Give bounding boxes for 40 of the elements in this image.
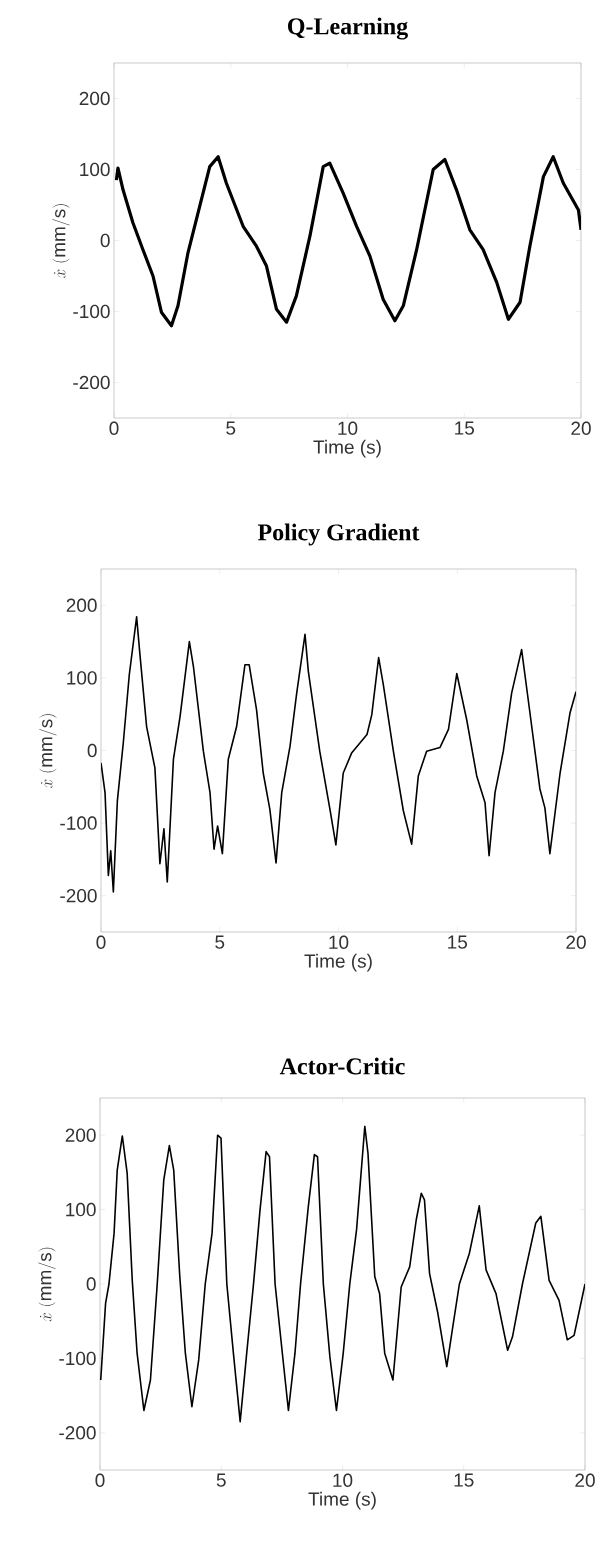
x-tick-label: 20 [566, 935, 586, 949]
y-tick-label: 100 [80, 162, 110, 177]
x-axis-title: Time (s) [313, 439, 381, 458]
x-tick-label: 0 [109, 421, 119, 435]
line-series [114, 155, 582, 328]
x-axis-title: Time (s) [308, 1491, 376, 1510]
y-tick-label: -100 [73, 304, 110, 319]
x-tick-label: 10 [338, 421, 358, 435]
y-axis-title: $\dot{x}\ (\mathrm{mm/s})$ [38, 1247, 56, 1322]
y-tick-label: 0 [87, 743, 97, 758]
y-tick-label: -200 [59, 1426, 96, 1440]
y-tick-label: -100 [59, 1351, 96, 1366]
y-tick-label: 100 [66, 1202, 96, 1217]
y-tick-label: 0 [100, 233, 110, 248]
x-tick-label: 20 [571, 421, 591, 435]
y-tick-label: 200 [65, 1128, 96, 1142]
x-tick-label: 10 [329, 935, 349, 949]
line-series [101, 616, 577, 893]
y-tick-label: 200 [66, 598, 97, 613]
line-series [100, 1125, 585, 1423]
y-tick-label: 200 [79, 91, 110, 106]
y-axis-title: $\dot{x}\ (\mathrm{mm/s})$ [39, 714, 57, 788]
x-tick-label: 5 [216, 1473, 226, 1487]
y-tick-label: -200 [60, 888, 97, 903]
x-tick-label: 15 [454, 1473, 474, 1487]
chart-title: Actor-Critic [279, 1057, 405, 1075]
chart-title: Q-Learning [288, 17, 408, 40]
y-tick-label: -200 [73, 375, 110, 390]
x-tick-label: 10 [333, 1473, 353, 1487]
x-tick-label: 15 [455, 421, 475, 435]
x-tick-label: 20 [575, 1473, 595, 1487]
x-axis-title: Time (s) [304, 953, 372, 972]
x-tick-label: 5 [226, 421, 236, 435]
y-axis-title: $\dot{x}\ (\mathrm{mm/s})$ [52, 204, 70, 278]
chart-title: Policy Gradient [257, 523, 420, 546]
x-tick-label: 5 [215, 935, 225, 949]
x-tick-label: 15 [448, 935, 468, 949]
y-tick-label: 0 [86, 1277, 96, 1291]
y-tick-label: 100 [67, 671, 97, 685]
y-tick-label: -100 [60, 816, 97, 830]
